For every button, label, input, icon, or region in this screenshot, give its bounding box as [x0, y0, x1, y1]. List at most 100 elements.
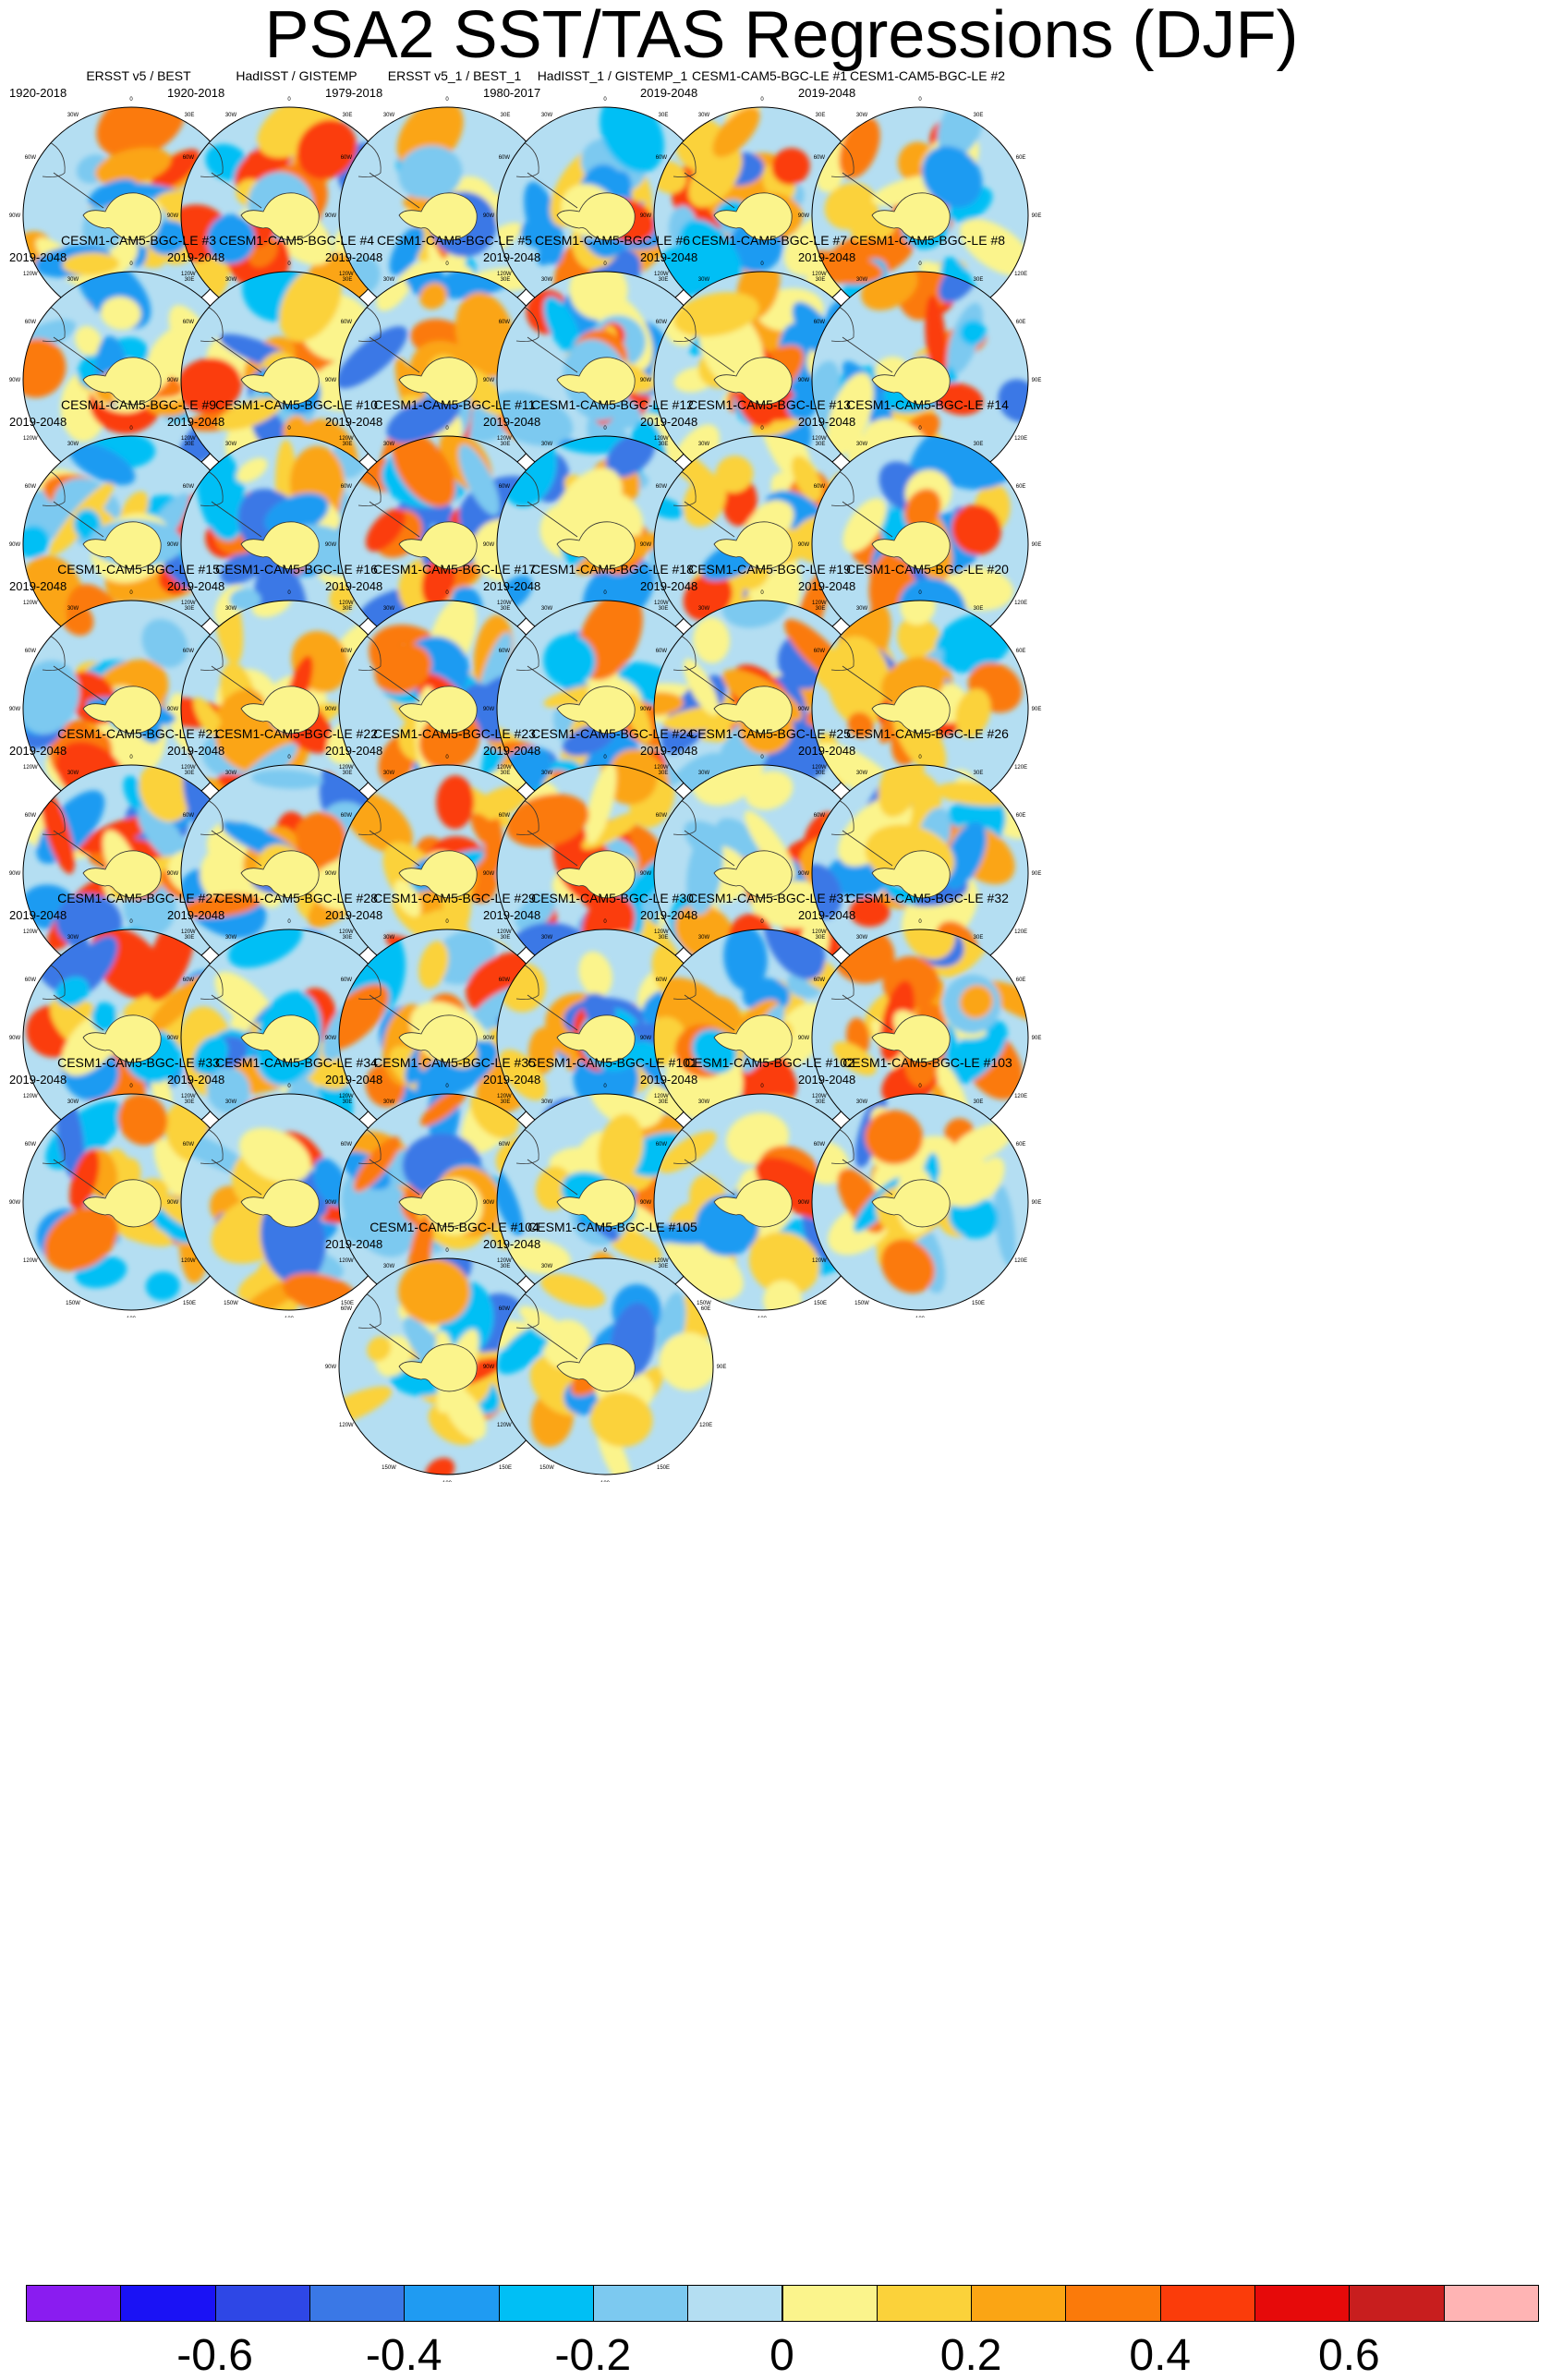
map-panel: CESM1-CAM5-BGC-LE #105 2019-2048 0 30E 60E 90…: [483, 1220, 742, 1483]
longitude-label: 30W: [225, 606, 237, 612]
longitude-label: 120W: [497, 1094, 512, 1099]
colorbar-swatch: [876, 2285, 973, 2322]
panel-period: 2019-2048: [640, 415, 698, 429]
panel-period: 2019-2048: [483, 1237, 541, 1251]
longitude-label: 0: [129, 590, 133, 596]
map-panel: CESM1-CAM5-BGC-LE #52019-2048030E60E90E1…: [325, 233, 584, 496]
longitude-label: 150W: [854, 1301, 869, 1306]
map-panel: CESM1-CAM5-BGC-LE #342019-2048030E60E90E…: [167, 1055, 426, 1318]
longitude-label: 120W: [339, 601, 354, 606]
longitude-label: 60W: [341, 484, 353, 490]
longitude-label: 30E: [659, 606, 669, 612]
longitude-label: 30E: [185, 606, 195, 612]
longitude-label: 90W: [483, 707, 495, 712]
longitude-label: 120W: [812, 1258, 827, 1264]
polar-map: 030E60E90E120E150E180150W120W90W60W30W: [167, 261, 410, 495]
longitude-label: 30E: [185, 771, 195, 776]
longitude-label: 60W: [814, 320, 826, 325]
longitude-label: 150W: [697, 1301, 711, 1306]
colorbar-swatch: [26, 2285, 122, 2322]
map-panel: CESM1-CAM5-BGC-LE #42019-2048030E60E90E1…: [167, 233, 426, 496]
longitude-label: 30E: [185, 442, 195, 447]
longitude-label: 30W: [856, 277, 868, 283]
longitude-label: 60W: [656, 155, 668, 161]
longitude-label: 120W: [654, 929, 669, 935]
longitude-label: 120W: [812, 1094, 827, 1099]
longitude-label: 120W: [23, 1094, 38, 1099]
longitude-label: 30E: [974, 606, 984, 612]
longitude-label: 90W: [483, 1200, 495, 1206]
longitude-label: 30E: [816, 442, 826, 447]
longitude-label: 0: [918, 1084, 922, 1089]
longitude-label: 120E: [699, 1423, 712, 1428]
colorbar-swatch: [309, 2285, 406, 2322]
longitude-label: 180: [442, 1481, 453, 1482]
longitude-label: 90W: [483, 871, 495, 877]
longitude-label: 30E: [816, 606, 826, 612]
panel-period: 2019-2048: [640, 250, 698, 264]
longitude-label: 0: [918, 97, 922, 103]
longitude-label: 30W: [67, 606, 79, 612]
longitude-label: 150W: [66, 1301, 80, 1306]
longitude-label: 0: [287, 1084, 291, 1089]
longitude-label: 30E: [343, 113, 353, 118]
longitude-label: 60W: [656, 813, 668, 819]
longitude-label: 60W: [499, 649, 511, 654]
longitude-label: 150W: [382, 1465, 396, 1471]
longitude-label: 0: [603, 1084, 607, 1089]
longitude-label: 60W: [25, 813, 37, 819]
longitude-label: 30W: [225, 935, 237, 941]
longitude-label: 180: [757, 1317, 768, 1318]
longitude-label: 0: [760, 590, 764, 596]
longitude-label: 90E: [1032, 1036, 1042, 1041]
longitude-label: 30W: [541, 442, 553, 447]
panel-period: 2019-2048: [9, 744, 67, 758]
panel-period: 2019-2048: [798, 415, 856, 429]
longitude-label: 0: [918, 261, 922, 267]
longitude-label: 60E: [1016, 978, 1026, 983]
map-panel: CESM1-CAM5-BGC-LE #282019-2048030E60E90E…: [167, 891, 426, 1154]
longitude-label: 30E: [816, 935, 826, 941]
panel-period: 2019-2048: [640, 744, 698, 758]
longitude-label: 90W: [325, 542, 337, 548]
longitude-label: 30W: [541, 935, 553, 941]
longitude-label: 90E: [1032, 707, 1042, 712]
longitude-label: 120E: [1014, 601, 1027, 606]
longitude-label: 0: [918, 426, 922, 431]
panel-title: CESM1-CAM5-BGC-LE #104: [370, 1220, 539, 1234]
longitude-label: 0: [445, 426, 449, 431]
panel-period: 2019-2048: [798, 86, 856, 100]
panel-period: 2019-2048: [798, 250, 856, 264]
longitude-label: 30E: [816, 277, 826, 283]
longitude-label: 60E: [1016, 649, 1026, 654]
longitude-label: 90W: [167, 213, 179, 219]
longitude-label: 30W: [856, 771, 868, 776]
longitude-label: 30W: [856, 1099, 868, 1105]
colorbar-tick-label: -0.6: [176, 2331, 253, 2380]
panel-period: 2019-2048: [325, 250, 383, 264]
longitude-label: 0: [129, 1084, 133, 1089]
longitude-label: 90E: [1032, 1200, 1042, 1206]
longitude-label: 0: [287, 261, 291, 267]
longitude-label: 30W: [698, 606, 710, 612]
panel-period: 2019-2048: [798, 744, 856, 758]
longitude-label: 30E: [974, 277, 984, 283]
map-panel: ERSST v5 / BEST1920-2018030E60E90E120E15…: [9, 68, 268, 332]
longitude-label: 30W: [698, 113, 710, 118]
longitude-label: 90W: [325, 1200, 337, 1206]
map-panel: CESM1-CAM5-BGC-LE #102 2019-2048 0 30E 60E 90…: [640, 1055, 899, 1318]
panel-period: 1980-2017: [483, 86, 541, 100]
panel-title: HadISST_1 / GISTEMP_1: [537, 68, 688, 83]
panel-title: CESM1-CAM5-BGC-LE #23: [373, 726, 536, 741]
longitude-label: 90E: [1032, 378, 1042, 383]
longitude-label: 30E: [659, 771, 669, 776]
longitude-label: 30W: [67, 771, 79, 776]
longitude-label: 180: [600, 1481, 611, 1482]
longitude-label: 30E: [659, 1099, 669, 1105]
map-panel: CESM1-CAM5-BGC-LE #242019-2048030E60E90E…: [483, 726, 742, 990]
longitude-label: 120W: [23, 765, 38, 771]
longitude-label: 0: [603, 919, 607, 925]
longitude-label: 0: [129, 261, 133, 267]
colorbar-swatch: [782, 2285, 878, 2322]
longitude-label: 30W: [67, 113, 79, 118]
